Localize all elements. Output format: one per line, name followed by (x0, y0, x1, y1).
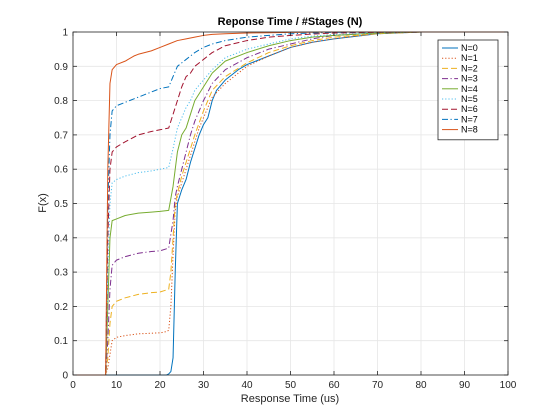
y-tick-label: 0.7 (54, 130, 68, 141)
legend-entry-label: N=3 (461, 74, 478, 84)
y-tick-label: 0.1 (54, 336, 68, 347)
x-tick-label: 0 (70, 380, 76, 391)
legend-entry-label: N=0 (461, 43, 478, 53)
x-tick-label: 80 (415, 380, 427, 391)
axis-ticks: 0 10 20 30 40 50 60 70 80 90 100 0 0.1 0.2 0.3 0.4 0.5 0.… (54, 28, 517, 392)
y-tick-label: 0 (62, 371, 68, 382)
y-tick-label: 0.6 (54, 165, 68, 176)
x-tick-label: 40 (241, 380, 253, 391)
series-line-n4 (73, 31, 508, 376)
x-tick-label: 50 (285, 380, 297, 391)
legend-entry-label: N=2 (461, 63, 478, 73)
x-tick-label: 20 (154, 380, 166, 391)
y-tick-label: 0.3 (54, 268, 68, 279)
series-line-n3 (73, 31, 508, 376)
x-tick-label: 90 (459, 380, 471, 391)
x-tick-label: 10 (111, 380, 123, 391)
series-line-n6 (73, 31, 508, 376)
y-tick-label: 0.5 (54, 199, 68, 210)
y-tick-label: 0.8 (54, 96, 68, 107)
legend-entry-label: N=7 (461, 114, 478, 124)
series-line-n5 (73, 31, 508, 376)
legend-box (437, 39, 499, 141)
x-tick-label: 60 (328, 380, 340, 391)
y-tick-label: 1 (62, 28, 68, 39)
legend-entry-label: N=8 (461, 125, 478, 135)
legend-entry-label: N=1 (461, 53, 478, 63)
x-tick-label: 70 (372, 380, 384, 391)
y-tick-label: 0.9 (54, 62, 68, 73)
y-tick-label: 0.2 (54, 302, 68, 313)
legend-entry-label: N=5 (461, 94, 478, 104)
y-tick-label: 0.4 (54, 233, 68, 244)
series-line-n2 (73, 31, 508, 376)
chart-title: Reponse Time / #Stages (N) (218, 16, 363, 28)
legend: N=0N=1N=2N=3N=4N=5N=6N=7N=8 (437, 39, 499, 141)
series-line-n7 (73, 31, 508, 376)
legend-entry-label: N=6 (461, 104, 478, 114)
legend-entry-label: N=4 (461, 84, 478, 94)
x-tick-label: 100 (500, 380, 517, 391)
y-axis-label: F(x) (37, 193, 49, 213)
x-tick-label: 30 (198, 380, 210, 391)
x-axis-label: Response Time (us) (241, 393, 339, 405)
